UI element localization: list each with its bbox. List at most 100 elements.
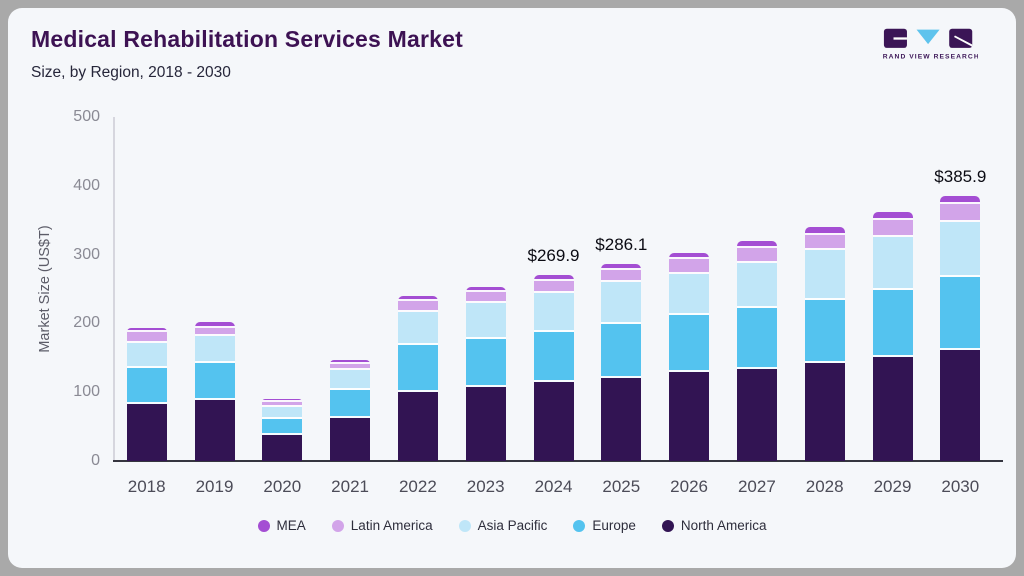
x-tick-label-2028: 2028 xyxy=(805,477,844,496)
legend-label: MEA xyxy=(276,518,306,533)
stacked-bar-2029 xyxy=(872,211,913,461)
bar-segment-europe xyxy=(262,419,303,435)
legend-label: Asia Pacific xyxy=(477,518,548,533)
bar-segment-latin-america xyxy=(397,300,438,313)
stacked-bar-2028 xyxy=(804,227,845,461)
bar-segment-north-america xyxy=(194,400,235,461)
x-tick-label-2025: 2025 xyxy=(602,477,641,496)
bar-segment-mea xyxy=(397,295,438,301)
stacked-bar-2019 xyxy=(194,322,235,461)
value-label-2030: $385.9 xyxy=(934,166,987,186)
bar-segment-north-america xyxy=(736,368,777,461)
bar-segment-asia-pacific xyxy=(397,312,438,346)
bar-segment-mea xyxy=(804,227,845,235)
x-tick-label-2026: 2026 xyxy=(670,477,708,496)
legend-swatch-icon xyxy=(661,519,674,532)
stacked-bar-2030 xyxy=(940,195,981,461)
bar-segment-europe xyxy=(330,390,371,418)
bar-segment-asia-pacific xyxy=(736,262,777,309)
x-tick-label-2027: 2027 xyxy=(737,477,776,496)
bar-segment-mea xyxy=(262,399,303,402)
bar-segment-europe xyxy=(397,345,438,392)
y-axis-title: Market Size (US$T) xyxy=(37,225,53,353)
bar-segment-north-america xyxy=(330,417,371,461)
bar-segment-asia-pacific xyxy=(940,221,981,278)
legend-item-mea: MEA xyxy=(257,518,306,533)
bar-segment-mea xyxy=(533,275,574,282)
bar-segment-latin-america xyxy=(872,220,913,237)
x-tick-label-2020: 2020 xyxy=(263,477,302,496)
stacked-bar-2024 xyxy=(533,275,574,461)
bar-segment-europe xyxy=(804,300,845,364)
bar-segment-europe xyxy=(736,308,777,369)
x-axis-line xyxy=(113,460,1003,462)
bar-segment-north-america xyxy=(872,357,913,461)
bar-segment-north-america xyxy=(533,381,574,461)
stacked-bar-2022 xyxy=(397,295,438,461)
chart-subtitle: Size, by Region, 2018 - 2030 xyxy=(31,64,231,81)
y-tick-label: 100 xyxy=(73,383,100,401)
legend-swatch-icon xyxy=(331,519,344,532)
bar-segment-latin-america xyxy=(601,270,642,283)
legend-item-north-america: North America xyxy=(661,518,766,533)
bar-segment-asia-pacific xyxy=(669,273,710,316)
stacked-bar-2018 xyxy=(126,328,167,461)
bar-segment-europe xyxy=(465,338,506,387)
bar-segment-mea xyxy=(669,252,710,260)
bar-segment-asia-pacific xyxy=(465,303,506,339)
x-tick-label-2024: 2024 xyxy=(534,477,573,496)
bar-segment-latin-america xyxy=(126,331,167,343)
bar-segment-mea xyxy=(194,322,235,328)
bar-segment-europe xyxy=(126,368,167,404)
bar-segment-latin-america xyxy=(330,363,371,370)
page-title: Medical Rehabilitation Services Market xyxy=(31,26,463,52)
stacked-bar-2027 xyxy=(736,240,777,461)
value-label-2024: $269.9 xyxy=(527,246,580,266)
x-tick-label-2021: 2021 xyxy=(331,477,369,496)
bar-segment-mea xyxy=(601,264,642,271)
bar-segment-latin-america xyxy=(669,259,710,274)
stacked-bar-2026 xyxy=(669,252,710,461)
bar-segment-north-america xyxy=(940,349,981,461)
bar-segment-europe xyxy=(669,315,710,373)
plot-area xyxy=(113,117,1003,461)
bar-segment-latin-america xyxy=(533,281,574,294)
x-tick-label-2029: 2029 xyxy=(873,477,912,496)
bar-segment-europe xyxy=(940,277,981,350)
bar-segment-mea xyxy=(736,240,777,249)
bar-segment-europe xyxy=(601,324,642,378)
x-tick-label-2019: 2019 xyxy=(195,477,234,496)
legend-item-asia-pacific: Asia Pacific xyxy=(458,518,548,533)
bar-segment-latin-america xyxy=(804,234,845,251)
stacked-bar-2020 xyxy=(262,399,303,461)
x-tick-label-2030: 2030 xyxy=(941,477,980,496)
x-tick-label-2018: 2018 xyxy=(127,477,166,496)
x-tick-label-2023: 2023 xyxy=(466,477,505,496)
stacked-bar-2021 xyxy=(330,359,371,461)
bar-segment-north-america xyxy=(804,363,845,461)
bar-segment-mea xyxy=(872,211,913,221)
bar-segment-europe xyxy=(533,332,574,382)
x-tick-label-2022: 2022 xyxy=(398,477,437,496)
y-tick-label: 500 xyxy=(73,108,100,125)
bar-segment-europe xyxy=(872,290,913,358)
bar-segment-north-america xyxy=(397,391,438,461)
stacked-bar-2023 xyxy=(465,286,506,461)
y-tick-label: 200 xyxy=(73,314,100,332)
bar-segment-asia-pacific xyxy=(872,236,913,291)
bar-segment-asia-pacific xyxy=(330,369,371,391)
legend-item-latin-america: Latin America xyxy=(331,518,433,533)
y-tick-label: 0 xyxy=(91,452,100,469)
bar-segment-asia-pacific xyxy=(126,342,167,369)
legend-swatch-icon xyxy=(458,519,471,532)
bar-segment-mea xyxy=(465,286,506,292)
bar-segment-asia-pacific xyxy=(601,282,642,325)
bar-segment-asia-pacific xyxy=(533,293,574,333)
bar-segment-north-america xyxy=(601,377,642,461)
bar-segment-latin-america xyxy=(194,327,235,337)
bar-segment-north-america xyxy=(465,386,506,461)
legend-item-europe: Europe xyxy=(573,518,636,533)
gvr-logo-text: GRAND VIEW RESEARCH xyxy=(882,53,978,60)
bar-segment-mea xyxy=(940,195,981,204)
bar-segment-north-america xyxy=(262,434,303,461)
